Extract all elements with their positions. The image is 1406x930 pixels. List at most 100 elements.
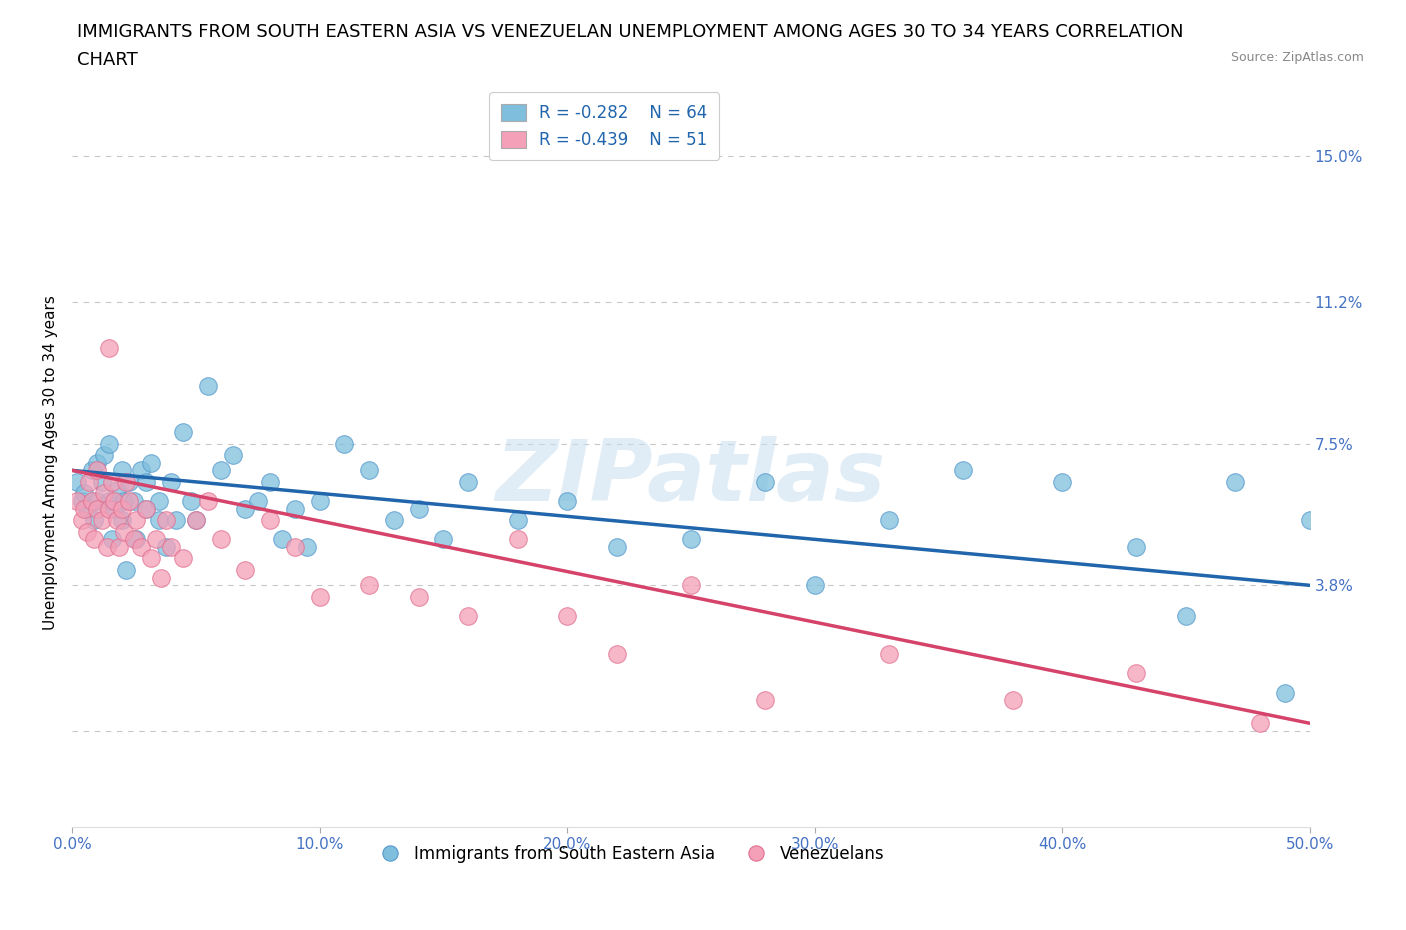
Point [148,494,170,509]
Point [90,474,112,489]
Point [180,494,202,509]
Point [160,474,183,489]
Point [432,532,454,547]
Point [209,463,232,478]
Point [90,512,112,527]
Point [103,494,125,509]
Point [79,474,101,489]
Text: CHART: CHART [77,51,138,69]
Point [308,590,330,604]
Point [93,485,115,500]
Point [284,539,307,554]
Text: Source: ZipAtlas.com: Source: ZipAtlas.com [1230,51,1364,64]
Point [408,501,430,516]
Point [555,608,578,623]
Point [754,693,776,708]
Point [98,501,121,516]
Point [222,447,245,462]
Point [679,532,702,547]
Point [73,501,96,516]
Point [135,474,157,489]
Point [135,501,157,516]
Point [103,501,125,516]
Point [70,512,93,527]
Point [125,532,148,547]
Point [110,501,132,516]
Y-axis label: Unemployment Among Ages 30 to 34 years: Unemployment Among Ages 30 to 34 years [44,295,58,631]
Point [148,512,170,527]
Point [100,474,122,489]
Point [83,512,105,527]
Point [93,447,115,462]
Point [86,501,108,516]
Point [110,463,132,478]
Point [118,494,141,509]
Point [122,532,145,547]
Point [606,647,628,662]
Point [122,494,145,509]
Point [105,482,128,497]
Point [150,570,173,585]
Point [1125,666,1147,681]
Point [98,340,121,355]
Point [197,379,219,393]
Point [233,563,256,578]
Point [233,501,256,516]
Point [172,551,194,566]
Point [506,532,529,547]
Point [155,512,177,527]
Point [1249,716,1271,731]
Point [105,512,128,527]
Point [1125,539,1147,554]
Point [357,463,380,478]
Point [284,501,307,516]
Point [333,436,356,451]
Point [1274,685,1296,700]
Point [408,590,430,604]
Point [98,494,121,509]
Point [125,512,148,527]
Point [98,436,121,451]
Point [606,539,628,554]
Point [209,532,232,547]
Point [877,647,900,662]
Point [197,494,219,509]
Point [1225,474,1247,489]
Point [1298,512,1320,527]
Point [110,512,132,527]
Point [754,474,776,489]
Point [295,539,318,554]
Point [66,474,89,489]
Point [555,494,578,509]
Point [76,525,98,539]
Point [160,539,183,554]
Point [112,525,135,539]
Point [145,532,167,547]
Point [86,456,108,471]
Point [246,494,269,509]
Point [1050,474,1073,489]
Point [184,512,207,527]
Point [66,494,89,509]
Point [96,539,118,554]
Point [184,512,207,527]
Point [70,494,93,509]
Point [86,494,108,509]
Point [100,532,122,547]
Point [803,578,825,592]
Point [172,425,194,440]
Point [259,512,281,527]
Point [80,463,103,478]
Point [506,512,529,527]
Point [141,456,163,471]
Point [1001,693,1024,708]
Point [457,608,479,623]
Point [108,539,131,554]
Point [131,539,153,554]
Point [115,474,138,489]
Text: IMMIGRANTS FROM SOUTH EASTERN ASIA VS VENEZUELAN UNEMPLOYMENT AMONG AGES 30 TO 3: IMMIGRANTS FROM SOUTH EASTERN ASIA VS VE… [77,23,1184,41]
Point [271,532,294,547]
Point [112,494,135,509]
Point [141,551,163,566]
Text: ZIPatlas: ZIPatlas [496,436,886,519]
